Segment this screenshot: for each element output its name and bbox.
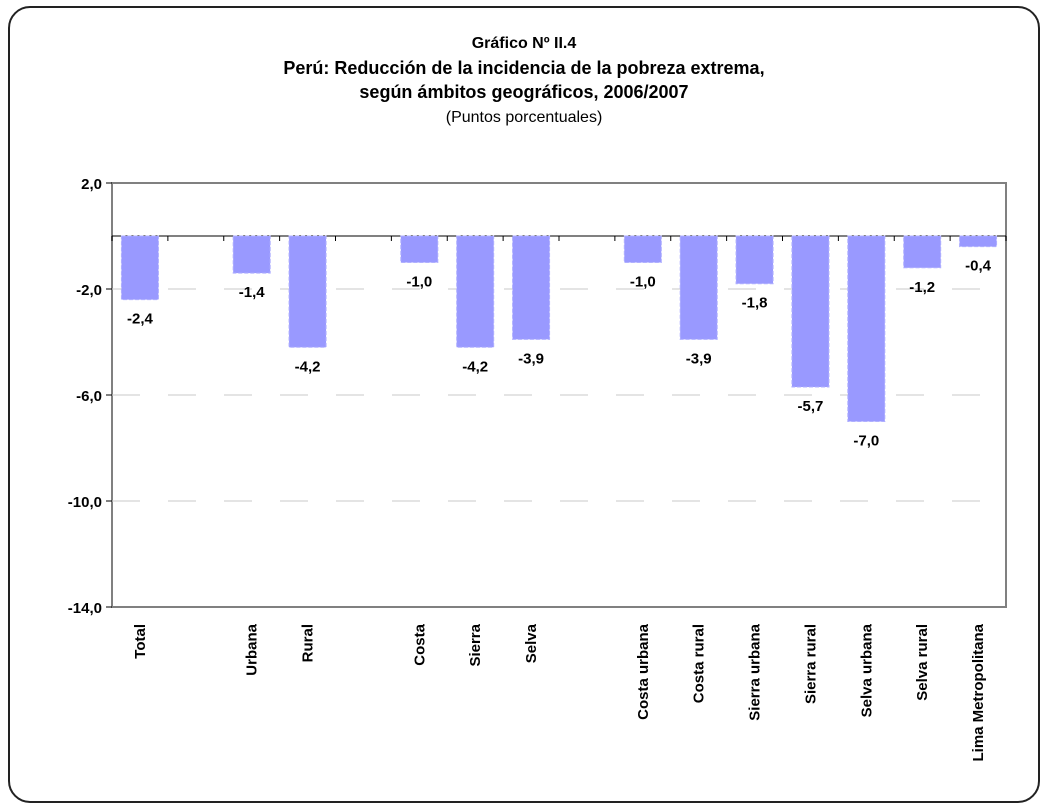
bar-value-label: -1,4 [239,284,266,301]
bar-value-label: -4,2 [462,358,488,375]
bar [847,235,886,422]
bar-value-label: -4,2 [295,358,321,375]
bar-value-label: -1,0 [630,274,656,291]
bar [623,235,662,263]
x-category-label: Total [132,624,149,659]
x-category-label: Costa urbana [635,623,652,720]
bar [959,235,998,248]
bar [512,235,551,340]
bar-value-label: -3,9 [686,350,712,367]
bar-value-label: -2,4 [127,311,154,328]
bar-value-label: -1,2 [909,279,935,296]
x-category-label: Sierra urbana [747,623,764,720]
bar [400,235,439,263]
x-category-label: Urbana [244,623,261,675]
bar-value-label: -3,9 [518,350,544,367]
bar-value-label: -1,0 [406,274,432,291]
bar [791,235,830,388]
bar [735,235,774,285]
y-tick-label: -10,0 [68,494,102,511]
chart-subtitle-2: según ámbitos geográficos, 2006/2007 [359,82,689,102]
y-tick-label: -2,0 [76,282,102,299]
x-category-label: Costa [411,623,428,665]
bar [288,235,327,348]
bar [903,235,942,269]
x-category-label: Sierra rural [802,624,819,704]
bar-value-label: -7,0 [853,433,879,450]
bar [232,235,271,274]
chart-units: (Puntos porcentuales) [445,109,603,126]
x-category-label: Rural [300,624,317,662]
bar [456,235,495,348]
bar [679,235,718,340]
x-category-label: Selva [523,623,540,663]
bar-value-label: -0,4 [965,258,992,275]
y-tick-label: -6,0 [76,388,102,405]
chart-subtitle: Perú: Reducción de la incidencia de la p… [283,58,765,78]
x-category-label: Costa rural [691,624,708,703]
y-tick-label: 2,0 [81,176,102,193]
x-category-label: Selva urbana [858,623,875,717]
x-category-label: Lima Metropolitana [970,623,987,761]
bar-value-label: -5,7 [798,398,824,415]
x-category-label: Selva rural [914,624,931,701]
x-category-label: Sierra [467,623,484,666]
y-tick-label: -14,0 [68,600,102,617]
bar-value-label: -1,8 [742,295,768,312]
chart-title: Gráfico Nº II.4 [471,35,577,52]
bar [120,235,159,301]
